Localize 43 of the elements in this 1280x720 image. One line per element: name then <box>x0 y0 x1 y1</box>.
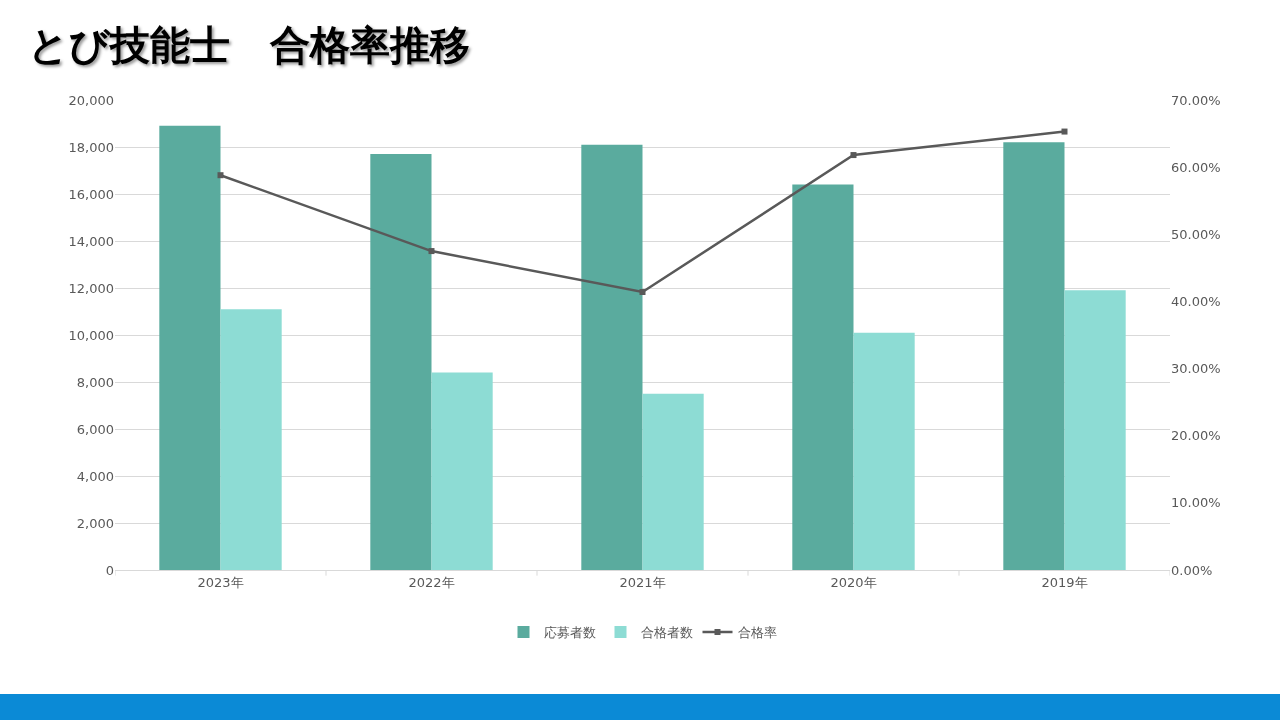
y-tick-label: 10,000 <box>68 327 114 343</box>
bar <box>1003 142 1065 570</box>
point <box>850 152 857 159</box>
legend-label: 合格率 <box>737 625 777 641</box>
y2-tick-label: 0.00% <box>1171 562 1213 578</box>
y-tick-label: 8,000 <box>76 374 114 390</box>
legend-label: 応募者数 <box>543 625 596 641</box>
x-tick-label: 2020年 <box>830 574 877 590</box>
bar <box>431 372 493 570</box>
bar <box>792 184 854 570</box>
y-tick-label: 12,000 <box>68 280 114 296</box>
y2-tick-label: 30.00% <box>1171 361 1221 377</box>
y-tick-label: 0 <box>105 562 114 578</box>
bar <box>642 393 704 570</box>
point <box>639 289 646 296</box>
x-tick-label: 2023年 <box>197 574 244 590</box>
y-tick-label: 6,000 <box>76 421 114 437</box>
y2-tick-label: 10.00% <box>1171 495 1221 511</box>
legend-label: 合格者数 <box>640 625 693 641</box>
y-tick-label: 20,000 <box>68 92 114 108</box>
y2-tick-label: 60.00% <box>1171 159 1221 175</box>
x-tick-label: 2021年 <box>619 574 666 590</box>
point <box>1061 128 1068 135</box>
y-tick-label: 18,000 <box>68 139 114 155</box>
y-tick-label: 14,000 <box>68 233 114 249</box>
bar <box>370 154 432 570</box>
y2-tick-label: 40.00% <box>1171 293 1221 309</box>
y-tick-label: 16,000 <box>68 186 114 202</box>
y-tick-label: 2,000 <box>76 515 114 531</box>
y2-tick-label: 70.00% <box>1171 92 1221 108</box>
point <box>428 248 435 255</box>
point <box>217 172 224 179</box>
y2-tick-label: 20.00% <box>1171 428 1221 444</box>
x-tick-label: 2022年 <box>408 574 455 590</box>
bar <box>220 309 282 570</box>
chart-title: とび技能士 合格率推移 <box>28 21 470 70</box>
bar <box>853 332 915 570</box>
bar <box>1064 290 1126 570</box>
bar <box>581 144 643 570</box>
bar <box>159 125 221 570</box>
y2-tick-label: 50.00% <box>1171 226 1221 242</box>
y-tick-label: 4,000 <box>76 468 114 484</box>
x-tick-label: 2019年 <box>1041 574 1088 590</box>
